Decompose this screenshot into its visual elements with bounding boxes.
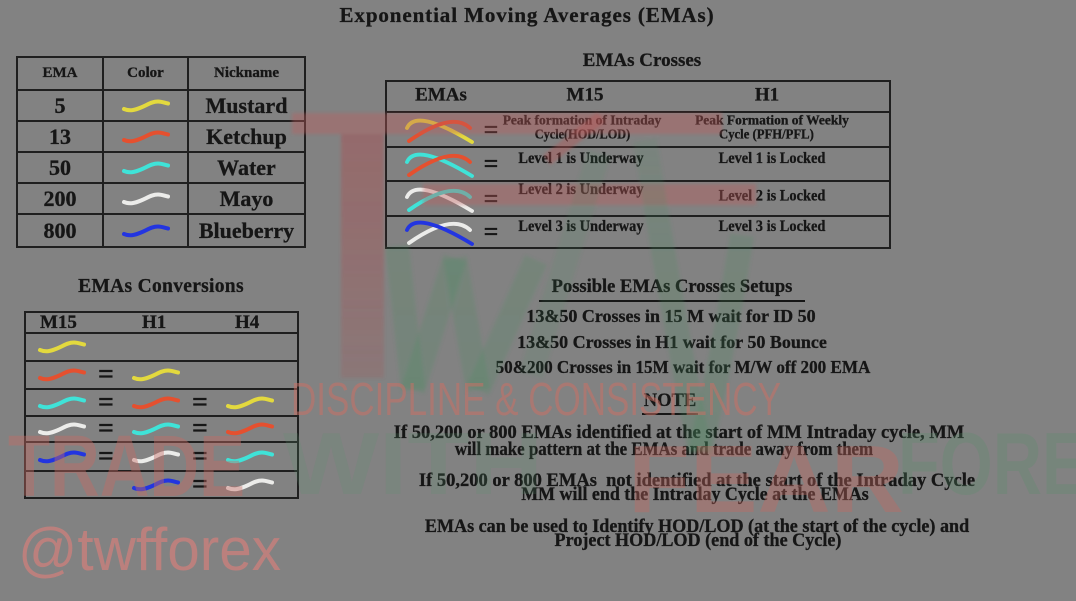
svg-text:@twfforex: @twfforex (18, 516, 281, 583)
